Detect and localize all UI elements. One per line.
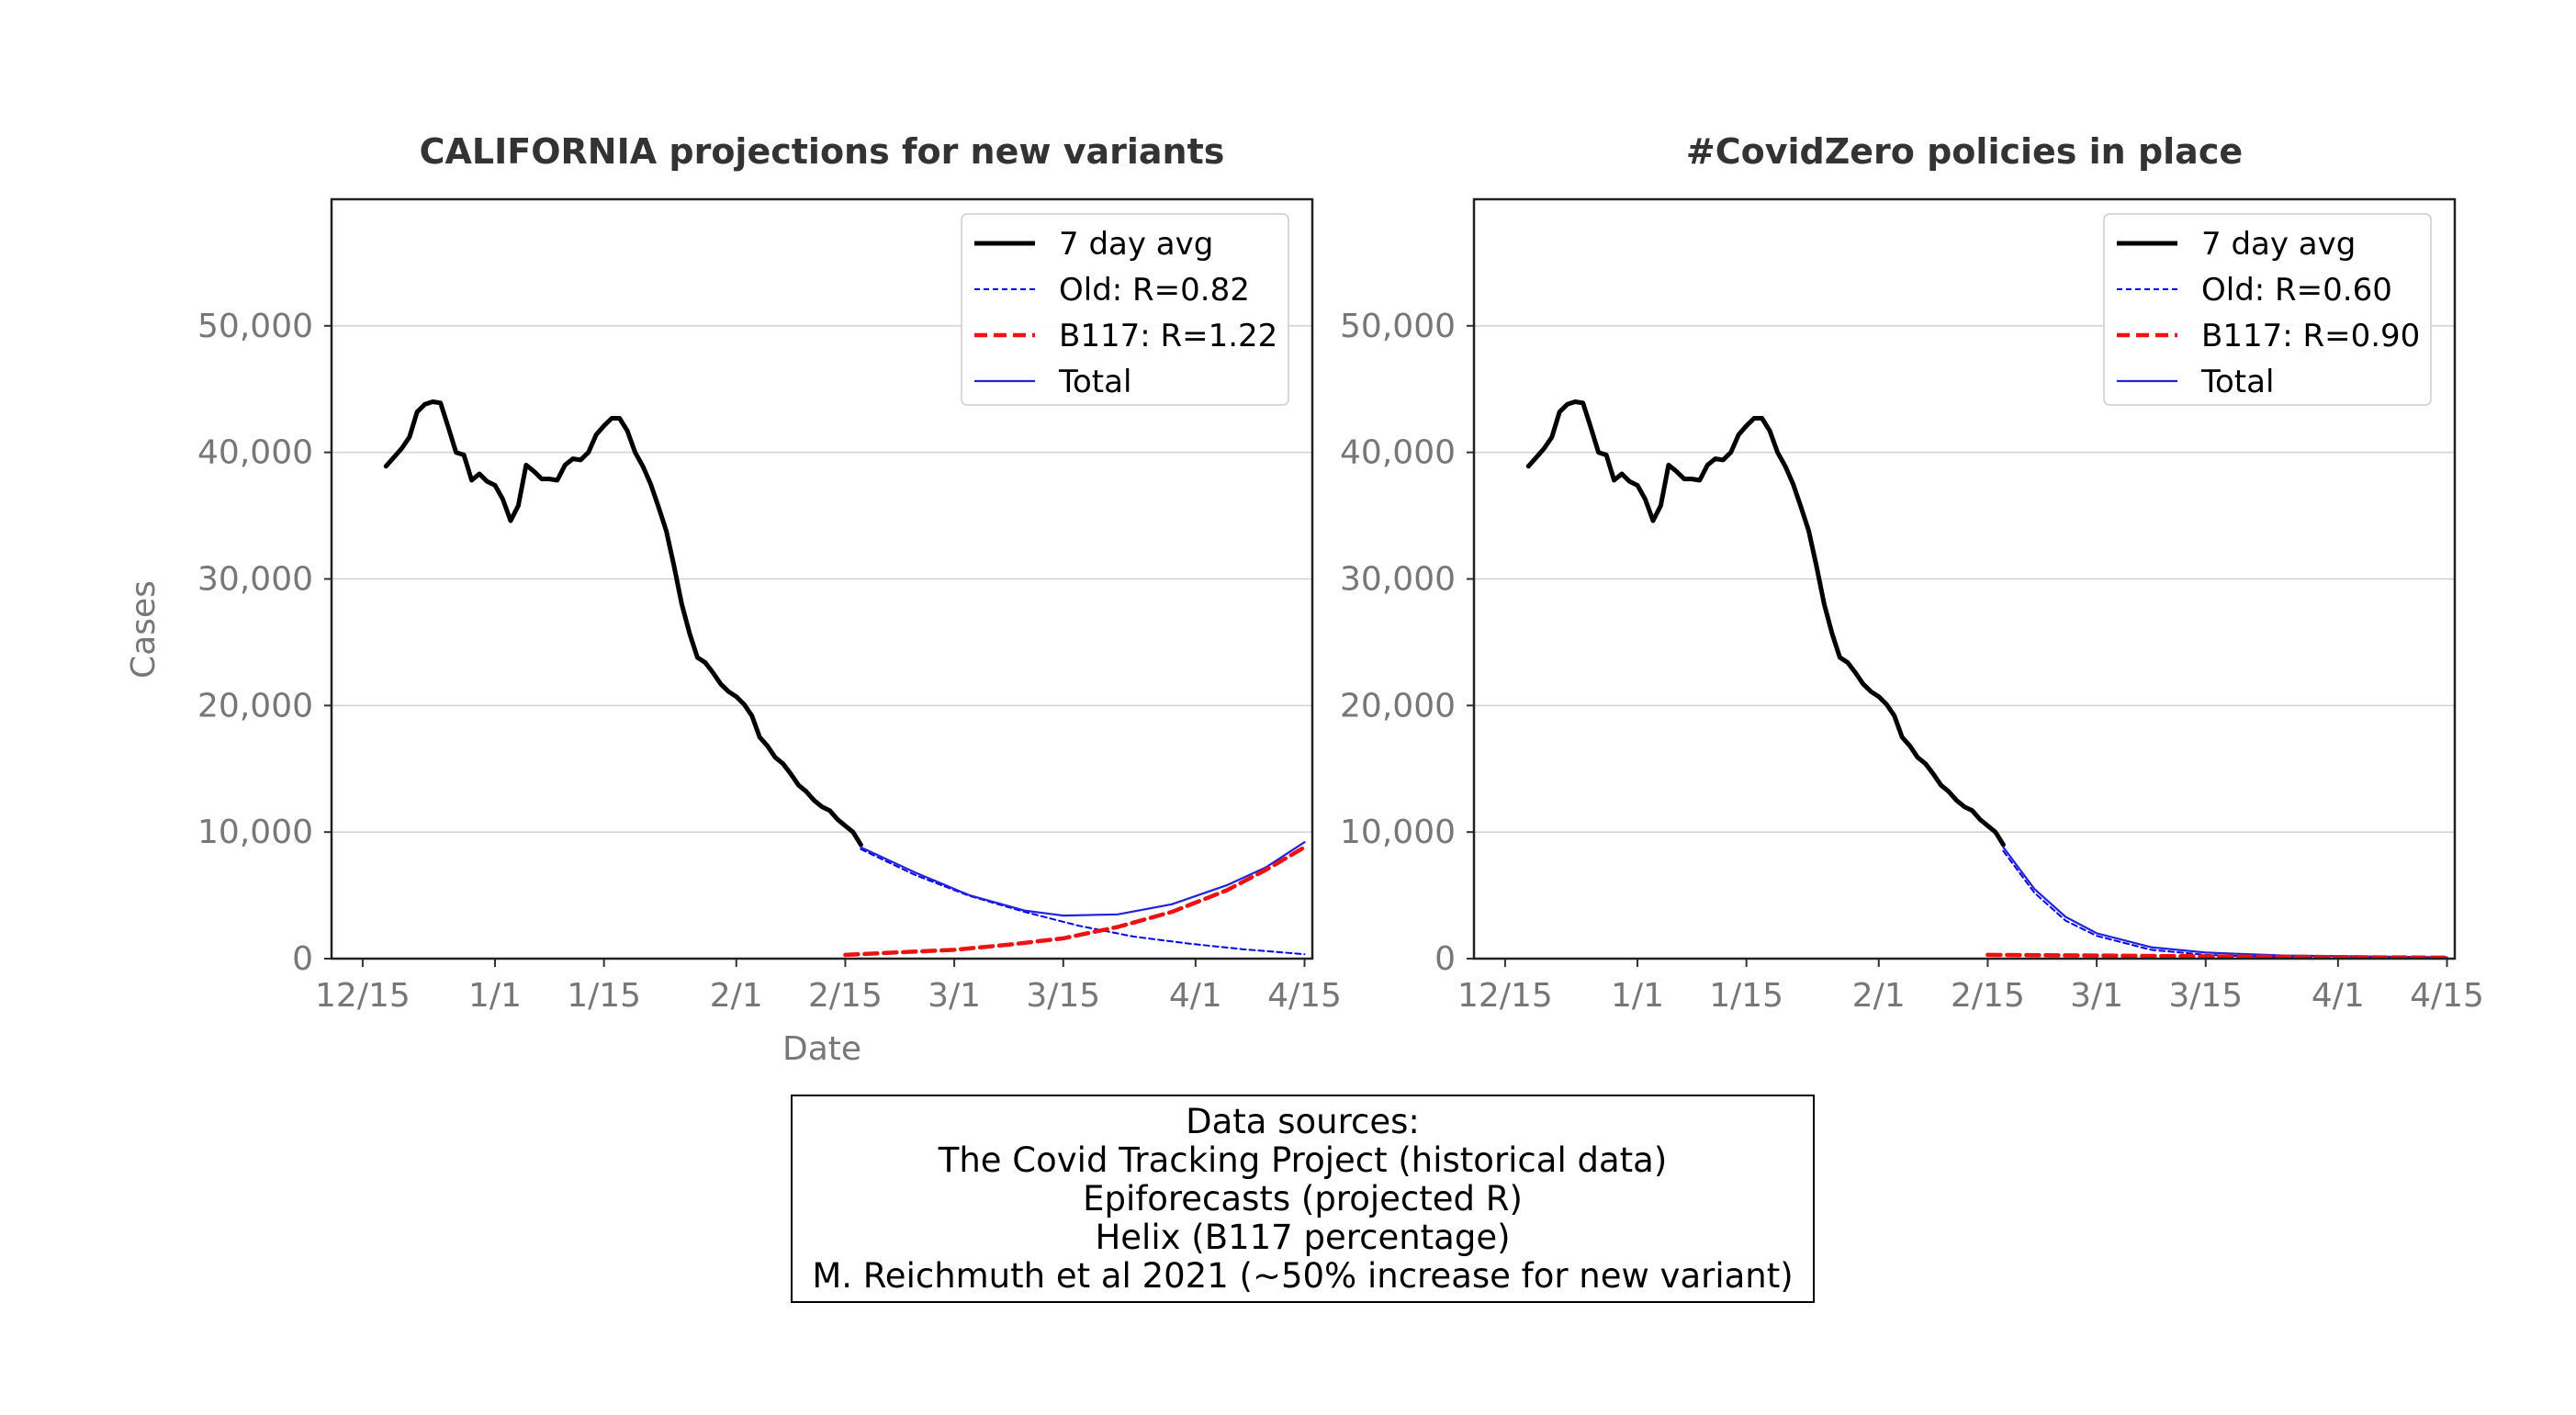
- data-sources-box: Data sources: The Covid Tracking Project…: [791, 1095, 1815, 1303]
- chart-title: CALIFORNIA projections for new variants: [420, 131, 1225, 172]
- x-tick-label: 4/15: [1267, 977, 1342, 1015]
- x-tick-label: 2/15: [1951, 977, 2025, 1015]
- series-line-1: [383, 399, 863, 848]
- x-tick-label: 1/1: [1611, 977, 1664, 1015]
- x-tick-label: 1/15: [1709, 977, 1783, 1015]
- x-tick-label: 12/15: [315, 977, 411, 1015]
- series-line-3: [1985, 952, 2449, 960]
- legend-label: Total: [1058, 364, 1131, 400]
- y-axis-label: Cases: [125, 580, 163, 679]
- series-line-2: [2002, 849, 2448, 960]
- legend-label: Old: R=0.60: [2201, 272, 2392, 309]
- legend-label: 7 day avg: [1059, 226, 1213, 263]
- y-tick-label: 50,000: [1340, 308, 1456, 345]
- sources-line: Data sources:: [1186, 1101, 1420, 1141]
- series-line-4: [2002, 846, 2448, 959]
- y-tick-label: 20,000: [197, 687, 313, 724]
- series-line-4: [860, 841, 1306, 917]
- plot-frame: [330, 197, 1314, 960]
- chart-panel-2: 0 10,000 20,000 30,000 40,000 50,000 12/15 1/1 1…: [1340, 131, 2484, 1015]
- y-tick-label: 20,000: [1340, 687, 1456, 724]
- legend-label: 7 day avg: [2201, 226, 2356, 263]
- y-tick-label: 50,000: [197, 308, 313, 345]
- sources-line: M. Reichmuth et al 2021 (~50% increase f…: [812, 1255, 1794, 1296]
- series-line-2: [860, 848, 1306, 956]
- legend-box: [961, 213, 1289, 406]
- x-tick-label: 4/1: [2312, 977, 2365, 1015]
- x-tick-label: 2/1: [710, 977, 763, 1015]
- x-tick-label: 1/15: [567, 977, 641, 1015]
- chart-panel-1: 0 10,000 20,000 30,000 40,000 50,000 12/15 1/1 1…: [125, 131, 1342, 1068]
- x-tick-label: 3/1: [2070, 977, 2123, 1015]
- y-tick-label: 40,000: [1340, 434, 1456, 472]
- x-tick-label: 2/15: [808, 977, 883, 1015]
- y-tick-label: 30,000: [1340, 561, 1456, 599]
- y-tick-label: 30,000: [197, 561, 313, 599]
- x-tick-label: 4/15: [2410, 977, 2484, 1015]
- plot-frame: [1472, 197, 2457, 960]
- y-tick-label: 0: [292, 940, 313, 978]
- legend-box: [2103, 213, 2432, 406]
- legend-label: Total: [2200, 364, 2274, 400]
- legend-label: B117: R=1.22: [1059, 318, 1277, 354]
- x-tick-label: 1/1: [468, 977, 522, 1015]
- sources-line: The Covid Tracking Project (historical d…: [938, 1140, 1668, 1180]
- legend-label: B117: R=0.90: [2201, 318, 2420, 354]
- y-tick-label: 40,000: [197, 434, 313, 472]
- legend-label: Old: R=0.82: [1059, 272, 1250, 309]
- x-tick-label: 4/1: [1169, 977, 1222, 1015]
- sources-line: Helix (B117 percentage): [1095, 1217, 1511, 1257]
- x-tick-label: 3/1: [928, 977, 981, 1015]
- x-tick-label: 3/15: [1026, 977, 1100, 1015]
- y-tick-label: 10,000: [197, 814, 313, 851]
- x-tick-label: 2/1: [1852, 977, 1906, 1015]
- x-axis-label: Date: [782, 1030, 861, 1068]
- y-tick-label: 10,000: [1340, 814, 1456, 851]
- x-tick-label: 12/15: [1457, 977, 1553, 1015]
- y-tick-label: 0: [1434, 940, 1456, 978]
- x-tick-label: 3/15: [2168, 977, 2243, 1015]
- chart-title: #CovidZero policies in place: [1686, 131, 2243, 172]
- sources-line: Epiforecasts (projected R): [1083, 1178, 1523, 1218]
- series-line-3: [843, 845, 1307, 958]
- series-line-1: [1525, 399, 2006, 848]
